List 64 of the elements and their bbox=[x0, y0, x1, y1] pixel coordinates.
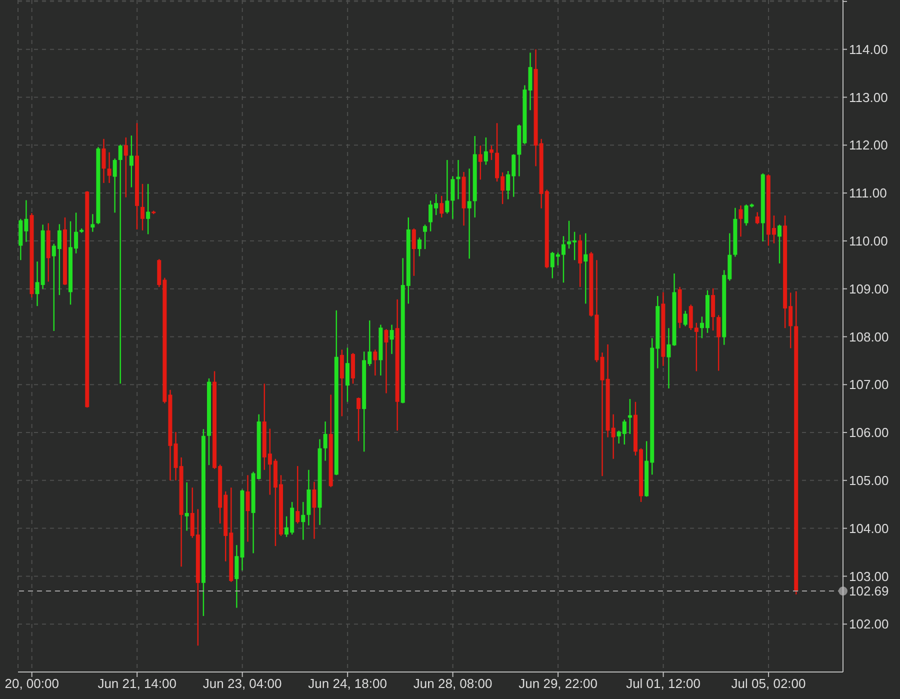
y-tick-label: 114.00 bbox=[849, 42, 888, 57]
y-tick-label: 109.00 bbox=[849, 281, 889, 296]
x-tick-label: Jul 01, 12:00 bbox=[626, 676, 701, 692]
x-tick-label: Jun 29, 22:00 bbox=[518, 676, 598, 692]
y-tick-label: 112.00 bbox=[849, 138, 888, 153]
candlestick bbox=[184, 482, 189, 532]
candlestick bbox=[90, 214, 95, 232]
candlestick bbox=[129, 134, 134, 188]
candlestick bbox=[778, 224, 782, 264]
candlestick bbox=[683, 310, 688, 327]
candlestick bbox=[356, 396, 361, 442]
candlestick bbox=[489, 145, 494, 161]
y-tick-label: 107.00 bbox=[849, 377, 889, 392]
candlestick bbox=[107, 152, 112, 184]
candlestick bbox=[140, 183, 145, 231]
y-tick-label: 110.00 bbox=[849, 234, 888, 249]
candlestick bbox=[246, 474, 250, 542]
candlestick bbox=[373, 349, 378, 376]
candlestick bbox=[528, 52, 532, 111]
candlestick bbox=[112, 158, 117, 214]
x-tick-label: Jun 24, 18:00 bbox=[308, 676, 387, 692]
x-tick-label: Jun 28, 08:00 bbox=[413, 676, 492, 692]
candlestick bbox=[146, 183, 150, 235]
candlestick bbox=[345, 347, 350, 402]
y-tick-label: 102.00 bbox=[849, 616, 889, 632]
y-tick-label: 104.00 bbox=[849, 520, 889, 536]
x-tick-label: Jun 23, 04:00 bbox=[202, 676, 282, 692]
y-tick-label: 111.00 bbox=[849, 186, 887, 201]
candlestick bbox=[118, 144, 122, 384]
y-tick-label: 113.00 bbox=[849, 90, 888, 105]
x-tick-label: Jul 05, 02:00 bbox=[731, 676, 806, 692]
candlestick bbox=[312, 481, 316, 540]
candlestick bbox=[417, 236, 422, 257]
candlestick bbox=[440, 195, 444, 218]
candlestick bbox=[578, 234, 582, 288]
candlestick bbox=[390, 324, 394, 355]
candlestick bbox=[384, 328, 388, 394]
y-tick-label: 105.00 bbox=[849, 473, 889, 488]
candlestick bbox=[755, 212, 760, 225]
candlestick bbox=[412, 228, 416, 276]
candlestick bbox=[301, 501, 306, 540]
candlestick bbox=[450, 176, 455, 220]
candlestick bbox=[484, 136, 488, 166]
y-tick-label: 106.00 bbox=[849, 425, 889, 440]
candlestick bbox=[738, 204, 743, 238]
x-tick-label: Jun 21, 14:00 bbox=[98, 676, 176, 692]
candlestick bbox=[124, 136, 128, 198]
ref-line-label: 102.69 bbox=[849, 584, 889, 599]
candlestick bbox=[423, 224, 428, 250]
candlestick bbox=[666, 327, 671, 390]
candlestick bbox=[323, 420, 328, 462]
candlestick bbox=[467, 168, 472, 260]
x-tick-label: 20, 00:00 bbox=[4, 676, 59, 692]
candlestick bbox=[445, 159, 450, 214]
y-tick-label: 108.00 bbox=[849, 329, 889, 344]
candlestick bbox=[716, 314, 721, 372]
candlestick bbox=[584, 232, 588, 304]
y-tick-label: 103.00 bbox=[849, 568, 889, 584]
candlestick bbox=[102, 138, 106, 184]
candlestick bbox=[456, 159, 460, 200]
candlestick bbox=[296, 465, 300, 524]
candlestick bbox=[711, 288, 716, 332]
candlestick bbox=[340, 349, 344, 417]
candlestick bbox=[478, 145, 482, 180]
